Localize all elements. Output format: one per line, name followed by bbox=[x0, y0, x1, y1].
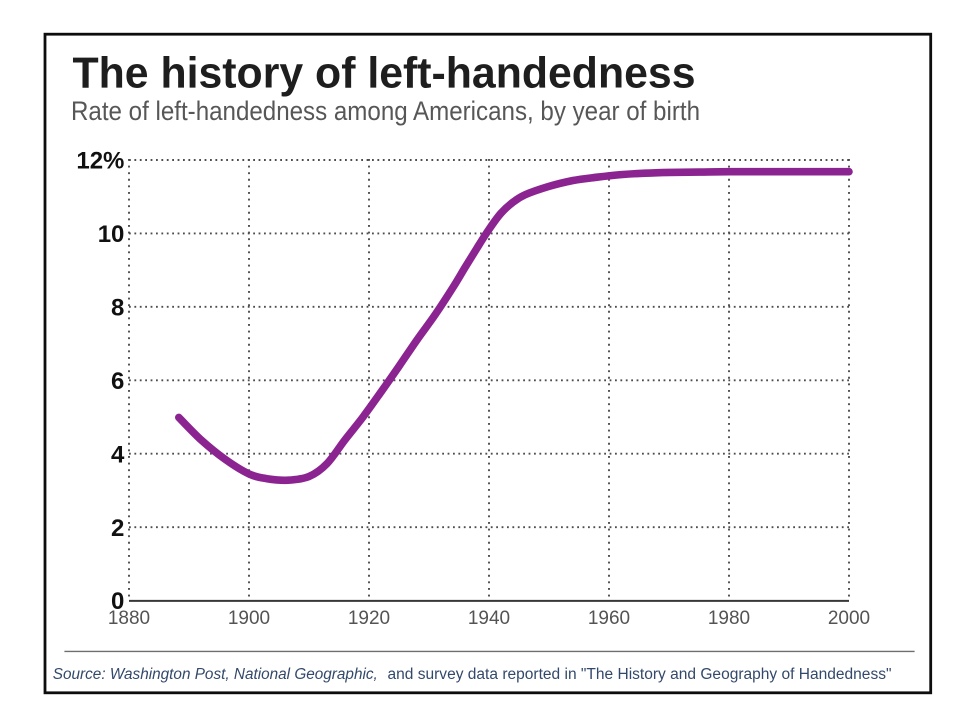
svg-text:1900: 1900 bbox=[228, 608, 270, 629]
svg-text:1880: 1880 bbox=[108, 608, 150, 629]
svg-text:Rate of left-handedness among: Rate of left-handedness among Americans,… bbox=[71, 96, 700, 126]
svg-text:10: 10 bbox=[98, 221, 125, 248]
svg-text:The history of left-handedness: The history of left-handedness bbox=[73, 49, 696, 98]
svg-text:1980: 1980 bbox=[708, 608, 750, 629]
svg-text:1920: 1920 bbox=[348, 608, 390, 629]
svg-text:4: 4 bbox=[111, 441, 125, 468]
svg-text:1960: 1960 bbox=[588, 608, 630, 629]
svg-text:0: 0 bbox=[111, 588, 124, 615]
svg-text:2000: 2000 bbox=[828, 608, 870, 629]
svg-text:2: 2 bbox=[111, 515, 124, 542]
svg-text:8: 8 bbox=[111, 294, 124, 321]
svg-text:and survey data reported in "T: and survey data reported in "The History… bbox=[388, 666, 892, 683]
svg-text:12%: 12% bbox=[76, 148, 124, 175]
svg-text:Source: Washington Post, Natio: Source: Washington Post, National Geogra… bbox=[53, 666, 378, 683]
svg-text:1940: 1940 bbox=[468, 608, 510, 629]
svg-text:6: 6 bbox=[111, 368, 124, 395]
